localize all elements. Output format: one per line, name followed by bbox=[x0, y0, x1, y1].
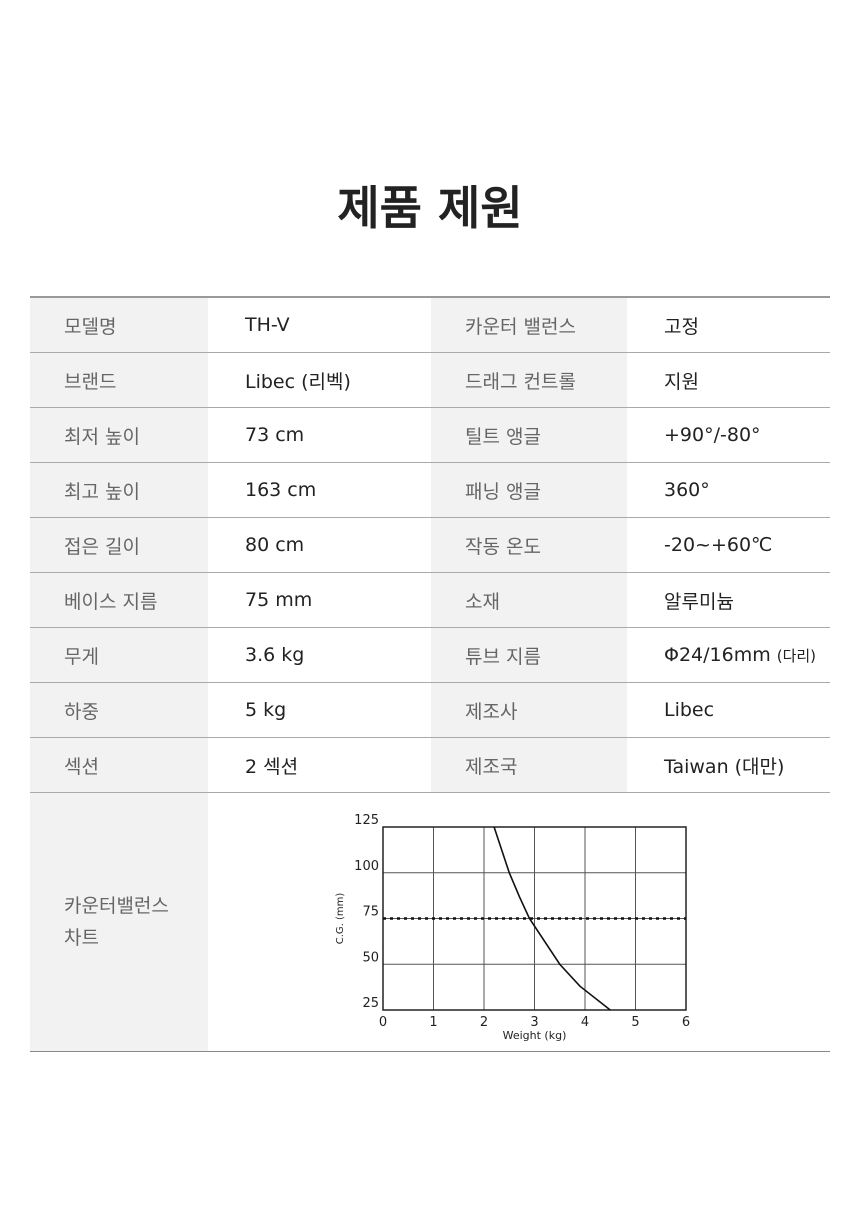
spec-label: 접은 길이 bbox=[30, 518, 208, 572]
spec-label: 무게 bbox=[30, 628, 208, 682]
spec-value: 73 cm bbox=[245, 424, 305, 446]
x-tick-label: 6 bbox=[682, 1015, 690, 1030]
y-tick-label: 25 bbox=[362, 996, 379, 1011]
spec-value: 163 cm bbox=[245, 479, 317, 501]
spec-row: 모델명 TH-V 카운터 밸런스 고정 bbox=[30, 298, 830, 353]
spec-label: 제조사 bbox=[431, 683, 627, 737]
spec-value: 지원 bbox=[664, 370, 699, 393]
spec-value: Taiwan (대만) bbox=[664, 755, 785, 778]
spec-row: 브랜드 Libec (리벡) 드래그 컨트롤 지원 bbox=[30, 353, 830, 408]
spec-row: 최고 높이 163 cm 패닝 앵글 360° bbox=[30, 463, 830, 518]
spec-value: 3.6 kg bbox=[245, 644, 305, 666]
spec-row: 섹션 2 섹션 제조국 Taiwan (대만) bbox=[30, 738, 830, 793]
spec-label: 제조국 bbox=[431, 738, 627, 792]
spec-row: 최저 높이 73 cm 틸트 앵글 +90°/-80° bbox=[30, 408, 830, 463]
spec-label: 베이스 지름 bbox=[30, 573, 208, 627]
spec-value: 고정 bbox=[664, 315, 699, 338]
spec-row: 접은 길이 80 cm 작동 온도 -20~+60℃ bbox=[30, 518, 830, 573]
spec-label: 브랜드 bbox=[30, 353, 208, 407]
spec-value: +90°/-80° bbox=[664, 424, 761, 446]
spec-value: -20~+60℃ bbox=[664, 534, 773, 556]
y-tick-label: 50 bbox=[362, 950, 379, 965]
spec-value: 알루미늄 bbox=[664, 590, 734, 613]
chart: 0 1 2 3 4 5 6 25 50 75 100 125 Weight (kg) C.G. (mm) bbox=[335, 813, 690, 1042]
x-tick-label: 4 bbox=[581, 1015, 589, 1030]
spec-row: 베이스 지름 75 mm 소재 알루미늄 bbox=[30, 573, 830, 628]
spec-label: 패닝 앵글 bbox=[431, 463, 627, 517]
y-tick-label: 75 bbox=[362, 905, 379, 920]
x-tick-label: 5 bbox=[631, 1015, 639, 1030]
y-axis-label: C.G. (mm) bbox=[335, 893, 346, 945]
spec-label: 작동 온도 bbox=[431, 518, 627, 572]
spec-label: 모델명 bbox=[30, 298, 208, 352]
y-tick-label: 125 bbox=[354, 813, 379, 828]
x-tick-label: 1 bbox=[429, 1015, 437, 1030]
spec-row: 하중 5 kg 제조사 Libec bbox=[30, 683, 830, 738]
spec-label: 드래그 컨트롤 bbox=[431, 353, 627, 407]
spec-label: 카운터밸런스 차트 bbox=[30, 793, 208, 1051]
spec-note: (다리) bbox=[776, 646, 817, 665]
page-title: 제품 제원 bbox=[337, 181, 523, 235]
spec-value: Libec (리벡) bbox=[245, 370, 351, 393]
spec-value: Φ24/16mm (다리) bbox=[627, 628, 830, 682]
spec-label: 최고 높이 bbox=[30, 463, 208, 517]
x-tick-label: 3 bbox=[530, 1015, 538, 1030]
spec-value-text: Φ24/16mm bbox=[664, 644, 771, 666]
spec-value: Libec bbox=[664, 699, 715, 721]
spec-value: TH-V bbox=[245, 314, 290, 336]
spec-row: 무게 3.6 kg 튜브 지름 Φ24/16mm (다리) bbox=[30, 628, 830, 683]
x-tick-label: 2 bbox=[480, 1015, 488, 1030]
spec-label: 하중 bbox=[30, 683, 208, 737]
x-tick-label: 0 bbox=[379, 1015, 387, 1030]
curve bbox=[493, 826, 611, 1011]
spec-label: 소재 bbox=[431, 573, 627, 627]
spec-value: 360° bbox=[664, 479, 710, 501]
spec-value: 5 kg bbox=[245, 699, 287, 721]
chart-row: 카운터밸런스 차트 0 1 2 3 4 5 6 25 50 75 100 125 Weight (kg) C… bbox=[30, 793, 830, 1052]
y-tick-label: 100 bbox=[354, 859, 379, 874]
spec-label: 섹션 bbox=[30, 738, 208, 792]
spec-value: 75 mm bbox=[245, 589, 313, 611]
spec-label: 최저 높이 bbox=[30, 408, 208, 462]
spec-label: 튜브 지름 bbox=[431, 628, 627, 682]
spec-label: 틸트 앵글 bbox=[431, 408, 627, 462]
spec-label: 카운터 밸런스 bbox=[431, 298, 627, 352]
x-axis-label: Weight (kg) bbox=[503, 1029, 567, 1042]
spec-value: 80 cm bbox=[245, 534, 305, 556]
spec-value: 2 섹션 bbox=[245, 755, 299, 778]
